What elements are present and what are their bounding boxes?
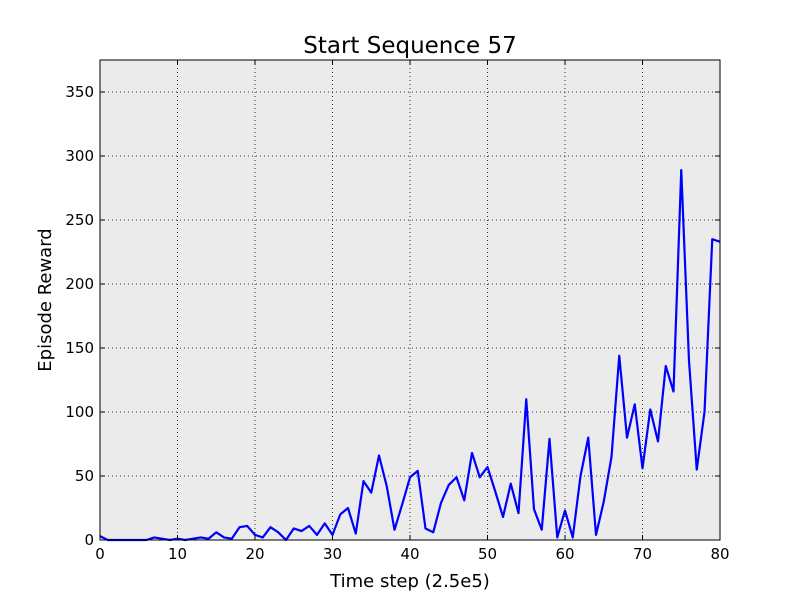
x-tick-label: 40 [400, 545, 419, 563]
y-axis-label: Episode Reward [35, 228, 56, 371]
x-tick-label: 10 [168, 545, 187, 563]
y-tick-label: 300 [65, 147, 94, 165]
y-tick-label: 350 [65, 83, 94, 101]
y-tick-label: 250 [65, 211, 94, 229]
x-tick-label: 60 [555, 545, 574, 563]
tick-labels: 0 10 20 30 40 50 60 70 80 0 50 100 150 200 250 300 350 [65, 83, 729, 563]
series-layer [99, 168, 721, 542]
x-axis-label: Time step (2.5e5) [329, 571, 490, 592]
y-tick-label: 150 [65, 339, 94, 357]
y-tick-label: 100 [65, 403, 94, 421]
x-tick-label: 20 [245, 545, 264, 563]
x-tick-label: 30 [323, 545, 342, 563]
chart-title: Start Sequence 57 [303, 33, 517, 59]
reward-series-line [99, 168, 721, 542]
grid-lines [100, 60, 720, 540]
x-tick-label: 70 [633, 545, 652, 563]
x-tick-label: 80 [710, 545, 729, 563]
tick-marks [99, 60, 721, 541]
y-tick-label: 0 [84, 531, 94, 549]
y-tick-label: 50 [75, 467, 94, 485]
y-tick-label: 200 [65, 275, 94, 293]
x-tick-label: 50 [478, 545, 497, 563]
x-tick-label: 0 [95, 545, 105, 563]
